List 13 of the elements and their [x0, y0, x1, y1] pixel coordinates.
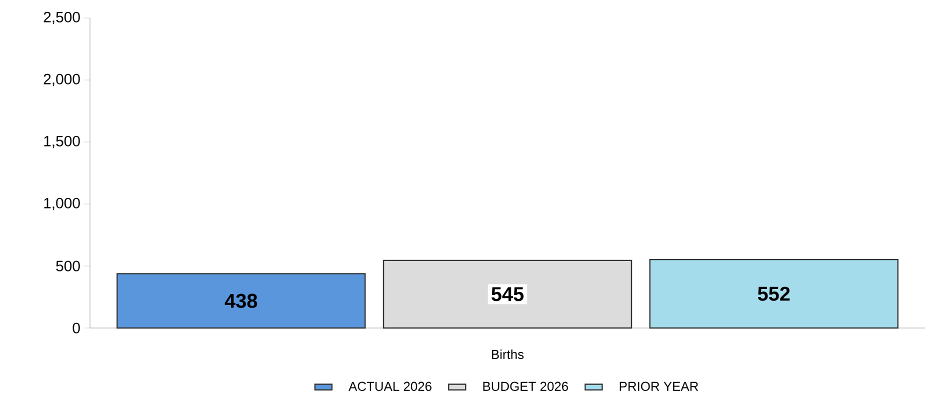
legend-label: BUDGET 2026 — [483, 382, 568, 391]
y-tick-label: 2,000 — [44, 74, 80, 86]
data-label: 438 — [224, 294, 258, 308]
y-tick-label: 500 — [56, 260, 80, 272]
y-tick-label: 1,000 — [44, 198, 80, 210]
legend-label: PRIOR YEAR — [620, 382, 698, 391]
data-label: 545 — [491, 287, 524, 302]
data-label: 552 — [758, 286, 790, 301]
x-tick-label: Births — [492, 350, 524, 360]
legend-label: ACTUAL 2026 — [348, 382, 432, 391]
y-tick-label: 2,500 — [44, 12, 80, 24]
y-tick-label: 1,500 — [44, 136, 80, 148]
y-tick-label: 0 — [72, 322, 80, 334]
